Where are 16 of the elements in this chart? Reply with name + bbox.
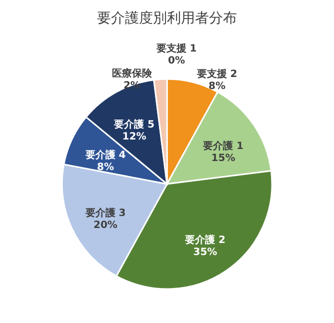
data-label: 35%	[193, 247, 218, 258]
slice-label: 要介護 2	[184, 234, 226, 246]
slice-label: 要介護 4	[84, 149, 126, 162]
slice-label: 要支援 2	[196, 68, 238, 80]
data-label: 8%	[208, 80, 226, 92]
slice-label: 医療保険	[112, 67, 153, 80]
data-label: 12%	[122, 131, 146, 142]
category-label: 要支援 1	[156, 43, 197, 54]
data-label: 8%	[96, 162, 114, 174]
slice-label: 要介護 1	[202, 140, 244, 152]
slice-label: 要介護 5	[113, 118, 154, 130]
data-label: 15%	[211, 152, 236, 164]
text: 0%	[168, 55, 185, 66]
data-label: 20%	[94, 220, 118, 231]
chart-title: 要介護度別利用者分布	[97, 10, 237, 26]
slice-label: 要介護 3	[84, 206, 126, 219]
